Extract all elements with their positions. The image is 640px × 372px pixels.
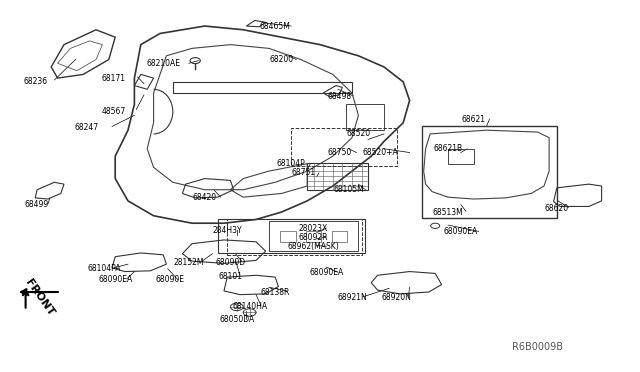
Bar (422, 126, 557, 218)
Bar (422, 126, 557, 218)
Text: 68247: 68247 (74, 123, 99, 132)
Text: 68090EA: 68090EA (98, 275, 132, 284)
Text: 68498: 68498 (327, 92, 351, 101)
Text: 68465M: 68465M (260, 22, 291, 31)
Text: 48567: 48567 (102, 107, 126, 116)
Text: 68171: 68171 (102, 74, 126, 83)
Bar (307, 163, 368, 190)
Text: 284H3Y: 284H3Y (212, 226, 242, 235)
Bar (227, 219, 362, 255)
Text: 68921N: 68921N (337, 293, 367, 302)
Text: 68200: 68200 (269, 55, 294, 64)
Text: 68920N: 68920N (382, 293, 412, 302)
Text: 68050DA: 68050DA (219, 315, 255, 324)
Text: 68105M: 68105M (333, 185, 364, 194)
Text: FRONT: FRONT (24, 278, 56, 318)
Text: 28023X: 28023X (299, 224, 328, 233)
Text: 68750: 68750 (327, 148, 351, 157)
Text: 68621B: 68621B (433, 144, 463, 153)
Text: 68520+A: 68520+A (363, 148, 399, 157)
Text: 68751: 68751 (292, 169, 316, 177)
Text: R6B0009B: R6B0009B (512, 341, 563, 352)
Text: 68210AE: 68210AE (146, 59, 180, 68)
Text: 68104P: 68104P (277, 159, 305, 168)
Text: 68499: 68499 (25, 200, 49, 209)
Text: 68092R: 68092R (299, 233, 328, 242)
Text: 68090EA: 68090EA (309, 268, 344, 277)
Text: 68620: 68620 (545, 204, 569, 213)
Text: 68101: 68101 (218, 272, 243, 280)
Bar (291, 128, 397, 166)
Text: 68520: 68520 (346, 129, 371, 138)
Bar (280, 231, 296, 242)
Text: 68090E: 68090E (155, 275, 184, 284)
Text: 68420: 68420 (193, 193, 217, 202)
Text: 68621: 68621 (461, 115, 486, 124)
Bar (306, 231, 321, 242)
Text: 68140HA: 68140HA (232, 302, 267, 311)
Bar (218, 219, 365, 253)
Text: 68513M: 68513M (433, 208, 463, 217)
Text: 68090D: 68090D (215, 258, 246, 267)
Bar (448, 149, 474, 164)
Bar (332, 231, 347, 242)
Bar (269, 221, 358, 251)
Text: 28152M: 28152M (173, 258, 204, 267)
Text: 68962(MASK): 68962(MASK) (288, 242, 339, 251)
Text: 68090EA: 68090EA (444, 227, 478, 236)
Text: 68236: 68236 (23, 77, 47, 86)
Text: 68104PA: 68104PA (88, 264, 121, 273)
Text: 68138R: 68138R (260, 288, 290, 296)
